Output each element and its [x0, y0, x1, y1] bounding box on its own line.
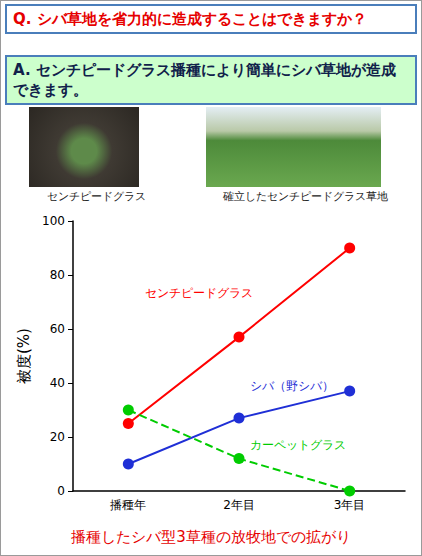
html-text:確立したセンチピードグラス草地: 確立したセンチピードグラス草地 — [222, 190, 388, 203]
svg-text:播種年: 播種年 — [110, 498, 146, 512]
svg-text:80: 80 — [50, 268, 65, 282]
html-text:Q. シバ草地を省力的に造成することはできますか？: Q. シバ草地を省力的に造成することはできますか？ — [13, 10, 367, 28]
svg-text:シバ（野シバ）: シバ（野シバ） — [250, 379, 334, 393]
svg-text:カーペットグラス: カーペットグラス — [250, 438, 346, 452]
svg-text:播種したシバ型3草種の放牧地での拡がり: 播種したシバ型3草種の放牧地での拡がり — [71, 528, 351, 546]
svg-text:3年目: 3年目 — [334, 498, 366, 512]
svg-text:60: 60 — [50, 322, 65, 336]
svg-text:0: 0 — [57, 484, 65, 498]
svg-text:100: 100 — [42, 214, 65, 228]
svg-text:40: 40 — [50, 376, 65, 390]
svg-text:被度(%): 被度(%) — [15, 328, 33, 384]
svg-text:センチピードグラス: センチピードグラス — [145, 286, 253, 300]
html-text:A. センチピードグラス播種により簡単にシバ草地が造成できま: A. センチピードグラス播種により簡単にシバ草地が造成できます。 — [13, 61, 396, 99]
svg-text:20: 20 — [50, 430, 65, 444]
html-text:センチピードグラス: センチピードグラス — [46, 190, 146, 203]
svg-text:2年目: 2年目 — [223, 498, 255, 512]
